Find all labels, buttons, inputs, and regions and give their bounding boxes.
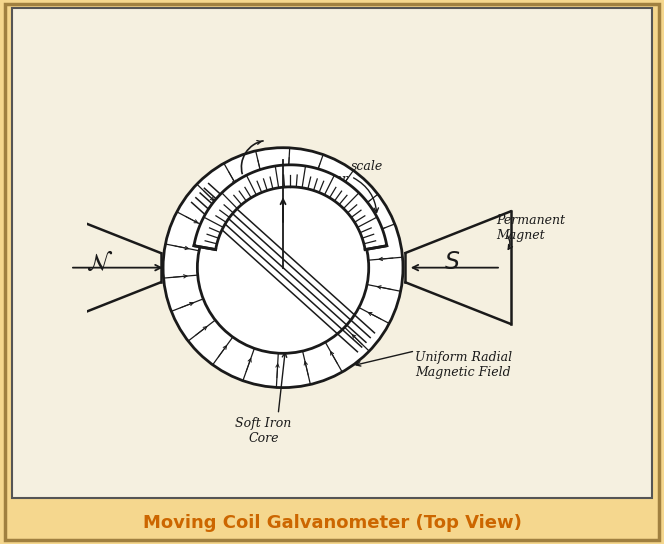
Polygon shape	[194, 165, 387, 250]
Text: scale: scale	[351, 160, 383, 172]
Text: Pointer: Pointer	[303, 173, 349, 186]
Text: Permanent
Magnet: Permanent Magnet	[496, 214, 565, 243]
Text: $S$: $S$	[444, 251, 460, 274]
Text: Moving Coil Galvanometer (Top View): Moving Coil Galvanometer (Top View)	[143, 514, 521, 532]
Circle shape	[197, 182, 369, 354]
Text: $\mathcal{N}$: $\mathcal{N}$	[86, 250, 113, 275]
Text: Soft Iron
Core: Soft Iron Core	[235, 417, 291, 445]
Text: Uniform Radial
Magnetic Field: Uniform Radial Magnetic Field	[415, 351, 513, 379]
Wedge shape	[163, 147, 403, 387]
